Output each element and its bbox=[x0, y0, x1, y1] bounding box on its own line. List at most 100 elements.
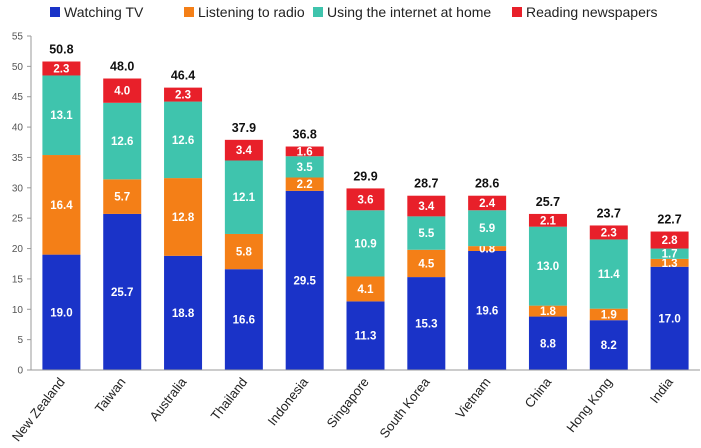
legend-item-watching-tv: Watching TV bbox=[50, 4, 144, 20]
x-tick-label-south-korea: South Korea bbox=[376, 374, 433, 441]
data-label-using-the-internet-at-home: 10.9 bbox=[354, 238, 376, 250]
total-label: 25.7 bbox=[536, 195, 560, 209]
y-tick-label: 35 bbox=[12, 153, 24, 164]
data-label-reading-newspapers: 3.4 bbox=[418, 201, 435, 213]
bar-segment-reading-newspapers bbox=[346, 188, 385, 211]
total-label: 48.0 bbox=[110, 60, 134, 74]
y-tick-label: 25 bbox=[12, 214, 24, 225]
data-label-reading-newspapers: 2.1 bbox=[540, 215, 557, 227]
bar-segment-reading-newspapers bbox=[650, 231, 689, 249]
legend-item-using-the-internet-at-home: Using the internet at home bbox=[313, 4, 491, 20]
legend-swatch-reading-newspapers bbox=[512, 7, 522, 17]
data-label-listening-to-radio: 1.9 bbox=[601, 309, 617, 321]
data-label-watching-tv: 17.0 bbox=[658, 313, 680, 325]
bar-segment-reading-newspapers bbox=[468, 195, 507, 211]
bar-segment-watching-tv bbox=[407, 277, 446, 370]
legend-item-listening-to-radio: Listening to radio bbox=[184, 4, 305, 20]
data-label-reading-newspapers: 2.4 bbox=[479, 198, 496, 210]
bar-segment-listening-to-radio bbox=[407, 249, 446, 278]
bar-segment-reading-newspapers bbox=[224, 139, 263, 161]
bar-segment-watching-tv bbox=[103, 213, 142, 370]
data-label-using-the-internet-at-home: 12.6 bbox=[111, 136, 133, 148]
bar-segment-listening-to-radio bbox=[650, 258, 689, 267]
data-label-watching-tv: 19.6 bbox=[476, 305, 498, 317]
y-tick-label: 40 bbox=[12, 123, 24, 134]
bar-segment-using-the-internet-at-home bbox=[650, 248, 689, 259]
y-tick-label: 50 bbox=[12, 62, 24, 73]
bar-segment-watching-tv bbox=[285, 190, 324, 370]
y-tick-label: 15 bbox=[12, 274, 24, 285]
legend-swatch-watching-tv bbox=[50, 7, 60, 17]
bar-segment-reading-newspapers bbox=[103, 78, 142, 103]
data-label-using-the-internet-at-home: 5.9 bbox=[479, 223, 495, 235]
x-tick-label-australia: Australia bbox=[146, 374, 189, 424]
data-label-listening-to-radio: 12.8 bbox=[172, 212, 195, 224]
total-label: 22.7 bbox=[657, 213, 681, 227]
x-tick-label-indonesia: Indonesia bbox=[265, 374, 312, 428]
data-label-using-the-internet-at-home: 11.4 bbox=[598, 269, 620, 281]
bar-segment-using-the-internet-at-home bbox=[589, 239, 628, 309]
data-label-using-the-internet-at-home: 5.5 bbox=[418, 228, 435, 240]
data-label-using-the-internet-at-home: 3.5 bbox=[297, 162, 314, 174]
bar-group-new-zealand: 19.0 16.4 13.1 2.3 50.8 bbox=[42, 43, 81, 370]
data-label-reading-newspapers: 2.3 bbox=[53, 63, 69, 75]
data-label-watching-tv: 16.6 bbox=[233, 315, 255, 327]
data-label-reading-newspapers: 4.0 bbox=[114, 86, 130, 98]
bar-group-vietnam: 19.6 0.8 5.9 2.4 28.6 bbox=[468, 177, 507, 370]
bar-segment-watching-tv bbox=[468, 250, 507, 370]
bar-segment-listening-to-radio bbox=[224, 233, 263, 270]
total-label: 50.8 bbox=[49, 43, 73, 57]
total-label: 23.7 bbox=[597, 206, 621, 220]
data-label-watching-tv: 15.3 bbox=[415, 319, 437, 331]
legend-label-watching-tv: Watching TV bbox=[64, 4, 144, 20]
data-label-reading-newspapers: 2.3 bbox=[175, 90, 191, 102]
x-tick-label-vietnam: Vietnam bbox=[452, 375, 493, 422]
total-label: 28.7 bbox=[414, 177, 438, 191]
bar-segment-using-the-internet-at-home bbox=[285, 156, 324, 178]
bar-segment-using-the-internet-at-home bbox=[528, 226, 567, 306]
bar-segment-listening-to-radio bbox=[589, 308, 628, 321]
bar-segment-watching-tv bbox=[650, 266, 689, 370]
legend: Watching TV Listening to radio Using the i… bbox=[50, 4, 658, 20]
bar-segment-reading-newspapers bbox=[589, 225, 628, 240]
bar-segment-reading-newspapers bbox=[42, 61, 81, 76]
bar-segment-listening-to-radio bbox=[468, 246, 507, 251]
bar-group-south-korea: 15.3 4.5 5.5 3.4 28.7 bbox=[407, 177, 446, 370]
total-label: 46.4 bbox=[171, 69, 195, 83]
data-label-reading-newspapers: 2.8 bbox=[662, 235, 679, 247]
total-label: 29.9 bbox=[353, 169, 377, 183]
total-label: 28.6 bbox=[475, 177, 499, 191]
data-label-watching-tv: 29.5 bbox=[293, 275, 316, 287]
bar-segment-watching-tv bbox=[164, 255, 203, 370]
bar-segment-watching-tv bbox=[346, 301, 385, 370]
data-label-listening-to-radio: 16.4 bbox=[50, 200, 73, 212]
data-label-listening-to-radio: 0.8 bbox=[479, 244, 496, 256]
data-label-reading-newspapers: 3.6 bbox=[358, 194, 374, 206]
legend-label-reading-newspapers: Reading newspapers bbox=[526, 4, 658, 20]
data-label-using-the-internet-at-home: 12.1 bbox=[233, 192, 256, 204]
x-axis: New Zealand Taiwan Australia Thailand Indone… bbox=[9, 369, 700, 445]
y-tick-label: 55 bbox=[12, 32, 24, 43]
legend-swatch-using-the-internet-at-home bbox=[313, 7, 323, 17]
y-tick-label: 45 bbox=[12, 92, 24, 103]
x-tick-label-new-zealand: New Zealand bbox=[9, 375, 68, 445]
total-label: 36.8 bbox=[293, 128, 317, 142]
y-tick-label: 5 bbox=[17, 335, 23, 346]
bar-group-singapore: 11.3 4.1 10.9 3.6 29.9 bbox=[346, 169, 385, 370]
bars: 19.0 16.4 13.1 2.3 50.8 25.7 5.7 12.6 4.0 48.0 18.… bbox=[42, 43, 689, 370]
bar-group-australia: 18.8 12.8 12.6 2.3 46.4 bbox=[164, 69, 203, 370]
bar-segment-watching-tv bbox=[528, 316, 567, 370]
legend-item-reading-newspapers: Reading newspapers bbox=[512, 4, 658, 20]
legend-label-using-the-internet-at-home: Using the internet at home bbox=[327, 4, 491, 20]
bar-segment-listening-to-radio bbox=[346, 276, 385, 302]
x-tick-label-china: China bbox=[522, 374, 555, 411]
bar-segment-reading-newspapers bbox=[528, 213, 567, 227]
x-tick-label-singapore: Singapore bbox=[324, 375, 372, 431]
bar-segment-watching-tv bbox=[224, 269, 263, 370]
data-label-listening-to-radio: 5.7 bbox=[114, 192, 130, 204]
data-label-listening-to-radio: 1.8 bbox=[540, 306, 557, 318]
bar-segment-reading-newspapers bbox=[164, 87, 203, 102]
y-tick-label: 0 bbox=[17, 366, 23, 377]
bar-group-india: 17.0 1.31.7 2.8 22.7 bbox=[650, 213, 689, 370]
bar-segment-listening-to-radio bbox=[103, 179, 142, 214]
